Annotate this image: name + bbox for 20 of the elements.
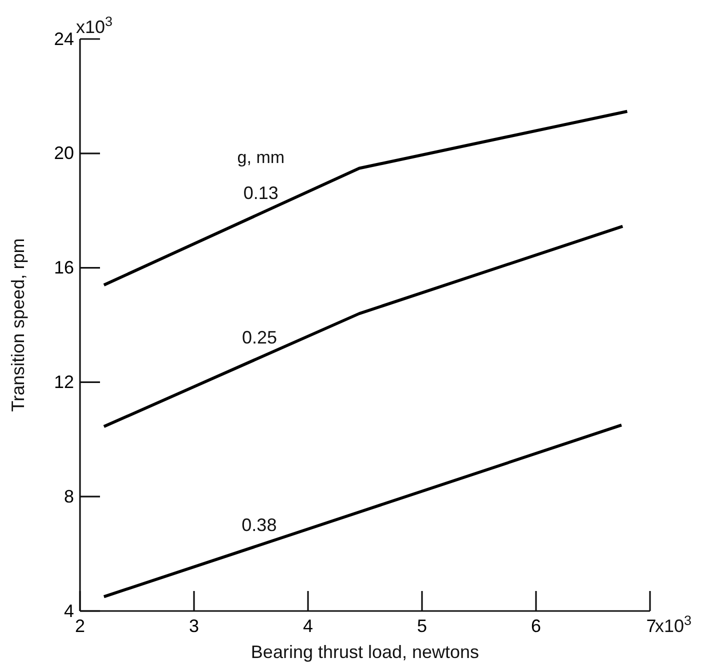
series-label: 0.25 [242,328,278,348]
x-tick-label: 6 [530,616,542,636]
text: x10$^{3}$ [655,612,692,636]
x-tick-label: 7 [646,616,656,636]
x-tick-label: 3 [188,616,200,636]
x-tick-label: 4 [302,616,314,636]
series-label: 0.38 [242,515,277,536]
text: x10$^{3}$ [76,13,113,37]
x-axis-title: Bearing thrust load, newtons [250,642,480,662]
x-tick-label: 2 [74,616,86,636]
y-tick-label: 8 [64,486,74,506]
legend-title: g, mm [237,148,285,168]
y-tick-label: 24 [54,28,74,49]
y-tick-label: 4 [64,600,74,621]
y-tick-label: 12 [54,372,74,392]
y-axis-title: Transition speed, rpm [8,238,28,412]
y-tick-label: 16 [54,258,74,278]
series-label: 0.13 [243,183,278,204]
y-tick-label: 20 [54,143,74,164]
x-tick-label: 5 [416,616,428,636]
